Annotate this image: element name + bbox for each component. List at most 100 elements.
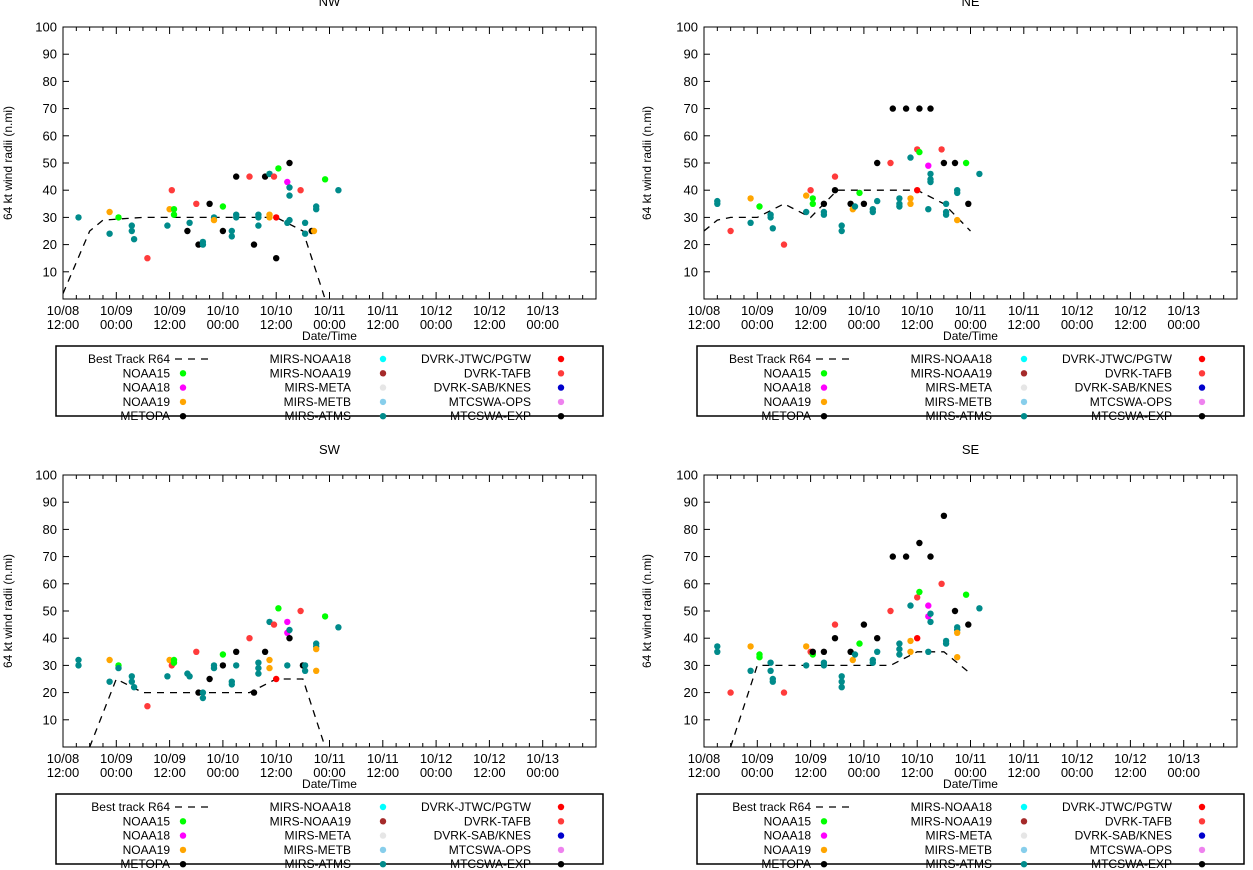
x-tick-time: 00:00 — [207, 765, 240, 780]
y-tick-label: 20 — [684, 237, 698, 252]
data-point — [266, 664, 273, 672]
data-point — [321, 176, 329, 183]
legend-label: MTCSWA-EXP — [450, 857, 531, 870]
data-point — [75, 214, 82, 221]
legend-dot — [379, 803, 387, 811]
legend-label: NOAA19 — [764, 843, 812, 857]
data-point — [942, 640, 950, 647]
y-tick-label: 70 — [43, 101, 57, 116]
data-point — [313, 206, 320, 213]
data-point — [206, 200, 213, 207]
legend-dot — [1020, 384, 1028, 391]
legend-label: MTCSWA-EXP — [1091, 857, 1172, 870]
y-tick-label: 30 — [684, 210, 698, 225]
data-point — [233, 173, 240, 180]
data-point — [809, 648, 816, 655]
x-tick-time: 00:00 — [1167, 765, 1200, 780]
data-point — [860, 200, 868, 207]
plot-area — [75, 605, 342, 747]
x-tick-time: 00:00 — [741, 765, 774, 780]
legend-box — [55, 345, 604, 417]
data-point — [210, 216, 218, 224]
data-point — [286, 626, 293, 634]
x-tick-time: 12:00 — [688, 317, 721, 332]
legend-label: MTCSWA-EXP — [450, 409, 531, 423]
x-tick-date: 10/09 — [100, 303, 133, 318]
y-tick-label: 90 — [43, 47, 57, 62]
data-point — [896, 640, 903, 647]
data-point — [270, 173, 278, 180]
x-tick-date: 10/12 — [420, 751, 453, 766]
legend-label: DVRK-TAFB — [464, 366, 531, 380]
data-point — [275, 605, 282, 612]
legend-dot — [179, 398, 187, 406]
panel-title: SE — [962, 442, 980, 457]
data-point — [856, 640, 863, 647]
legend-dot — [179, 370, 187, 377]
legend-dot — [820, 384, 828, 391]
data-point — [925, 648, 932, 655]
legend-dot — [557, 861, 565, 868]
legend-label: DVRK-JTWC/PGTW — [421, 800, 532, 814]
panel-title: NW — [319, 0, 341, 9]
legend-label: DVRK-SAB/KNES — [1075, 381, 1172, 395]
data-point — [756, 203, 763, 210]
legend-label: NOAA18 — [123, 829, 171, 843]
data-point — [266, 214, 273, 221]
data-point — [954, 654, 961, 661]
legend-dot — [557, 413, 565, 420]
data-point — [925, 206, 932, 213]
x-axis-label: Date/Time — [943, 777, 998, 791]
data-point — [747, 667, 754, 674]
data-point — [301, 662, 309, 669]
data-point — [907, 154, 914, 161]
x-tick-time: 12:00 — [47, 765, 80, 780]
data-point — [170, 206, 178, 213]
y-axis-label: 64 kt wind radii (n.mi) — [640, 106, 654, 220]
plot-area — [714, 512, 983, 747]
legend-dot — [557, 803, 565, 811]
legend-dot — [379, 861, 387, 868]
x-tick-time: 12:00 — [260, 317, 293, 332]
data-point — [228, 227, 235, 235]
legend-label: METOPA — [761, 857, 811, 870]
data-point — [820, 662, 828, 669]
y-tick-label: 60 — [684, 128, 698, 143]
data-point — [902, 553, 910, 560]
legend-dot — [557, 370, 565, 377]
y-tick-label: 70 — [684, 549, 698, 564]
x-tick-time: 00:00 — [207, 317, 240, 332]
data-point — [831, 187, 839, 194]
data-point — [115, 664, 122, 672]
x-tick-date: 10/12 — [1114, 751, 1147, 766]
data-point — [780, 689, 788, 696]
data-point — [228, 233, 235, 240]
legend-label: MIRS-NOAA18 — [270, 800, 352, 814]
legend-label: MIRS-META — [285, 829, 351, 843]
plot-area — [63, 159, 342, 299]
data-point — [335, 624, 342, 631]
data-point — [250, 241, 258, 248]
x-axis-label: Date/Time — [302, 329, 357, 343]
data-point — [896, 203, 903, 210]
data-point — [164, 673, 171, 680]
legend-label: MIRS-ATMS — [285, 857, 351, 870]
data-point — [199, 694, 207, 702]
data-point — [803, 192, 810, 199]
plot-frame — [62, 474, 597, 748]
data-point — [874, 635, 881, 642]
x-tick-time: 00:00 — [848, 765, 881, 780]
data-point — [106, 230, 113, 237]
data-point — [976, 170, 983, 178]
data-point — [313, 667, 320, 674]
data-point — [807, 187, 814, 194]
data-point — [255, 664, 262, 672]
data-point — [186, 219, 193, 226]
data-point — [128, 678, 135, 685]
legend-dot — [820, 832, 828, 839]
y-tick-label: 80 — [684, 522, 698, 537]
data-point — [780, 241, 788, 248]
legend-label: DVRK-SAB/KNES — [434, 381, 531, 395]
y-tick-label: 40 — [684, 183, 698, 198]
